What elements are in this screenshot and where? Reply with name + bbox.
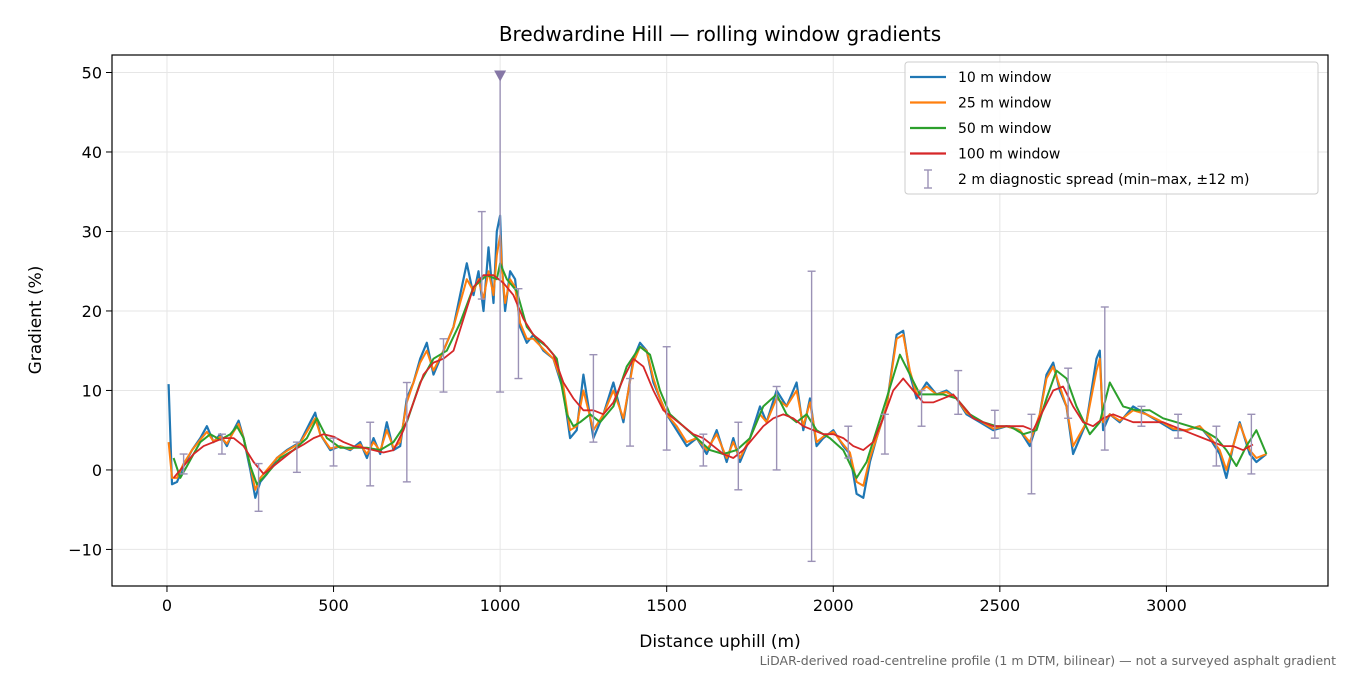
legend-label: 2 m diagnostic spread (min–max, ±12 m) xyxy=(958,172,1249,188)
spread-max-marker xyxy=(494,70,507,82)
legend: 10 m window 25 m window 50 m window 100 m w… xyxy=(904,61,1319,195)
legend-label: 100 m window xyxy=(958,147,1060,163)
y-tick-label: 50 xyxy=(82,63,102,82)
diagnostic-spread-layer xyxy=(179,70,1256,563)
x-tick-label: 2000 xyxy=(813,596,854,615)
legend-label: 10 m window xyxy=(958,70,1051,86)
x-tick-label: 2500 xyxy=(979,596,1020,615)
y-tick-label: 20 xyxy=(82,302,102,321)
legend-label: 50 m window xyxy=(958,121,1051,137)
y-tick-label: 0 xyxy=(92,461,102,480)
y-tick-label: 10 xyxy=(82,381,102,400)
x-tick-label: 500 xyxy=(318,596,349,615)
footnote: LiDAR-derived road-centreline profile (1… xyxy=(760,653,1336,668)
legend-label: 25 m window xyxy=(958,96,1051,112)
y-tick-label: 40 xyxy=(82,143,102,162)
x-tick-label: 1500 xyxy=(646,596,687,615)
y-axis: −10 0 10 20 30 40 50 xyxy=(68,63,112,559)
chart-title: Bredwardine Hill — rolling window gradie… xyxy=(499,22,941,46)
x-axis: 0 500 1000 1500 2000 2500 3000 xyxy=(162,586,1187,615)
y-axis-label: Gradient (%) xyxy=(26,266,46,375)
y-tick-label: −10 xyxy=(68,540,102,559)
series-line-25-m-window xyxy=(167,234,1267,491)
plot-frame xyxy=(111,54,1329,587)
y-tick-label: 30 xyxy=(82,222,102,241)
x-tick-label: 1000 xyxy=(480,596,521,615)
x-tick-label: 3000 xyxy=(1146,596,1187,615)
x-tick-label: 0 xyxy=(162,596,172,615)
x-axis-label: Distance uphill (m) xyxy=(639,632,800,652)
series-layer xyxy=(167,214,1268,499)
series-line-100-m-window xyxy=(172,274,1254,479)
legend-box xyxy=(904,61,1319,195)
